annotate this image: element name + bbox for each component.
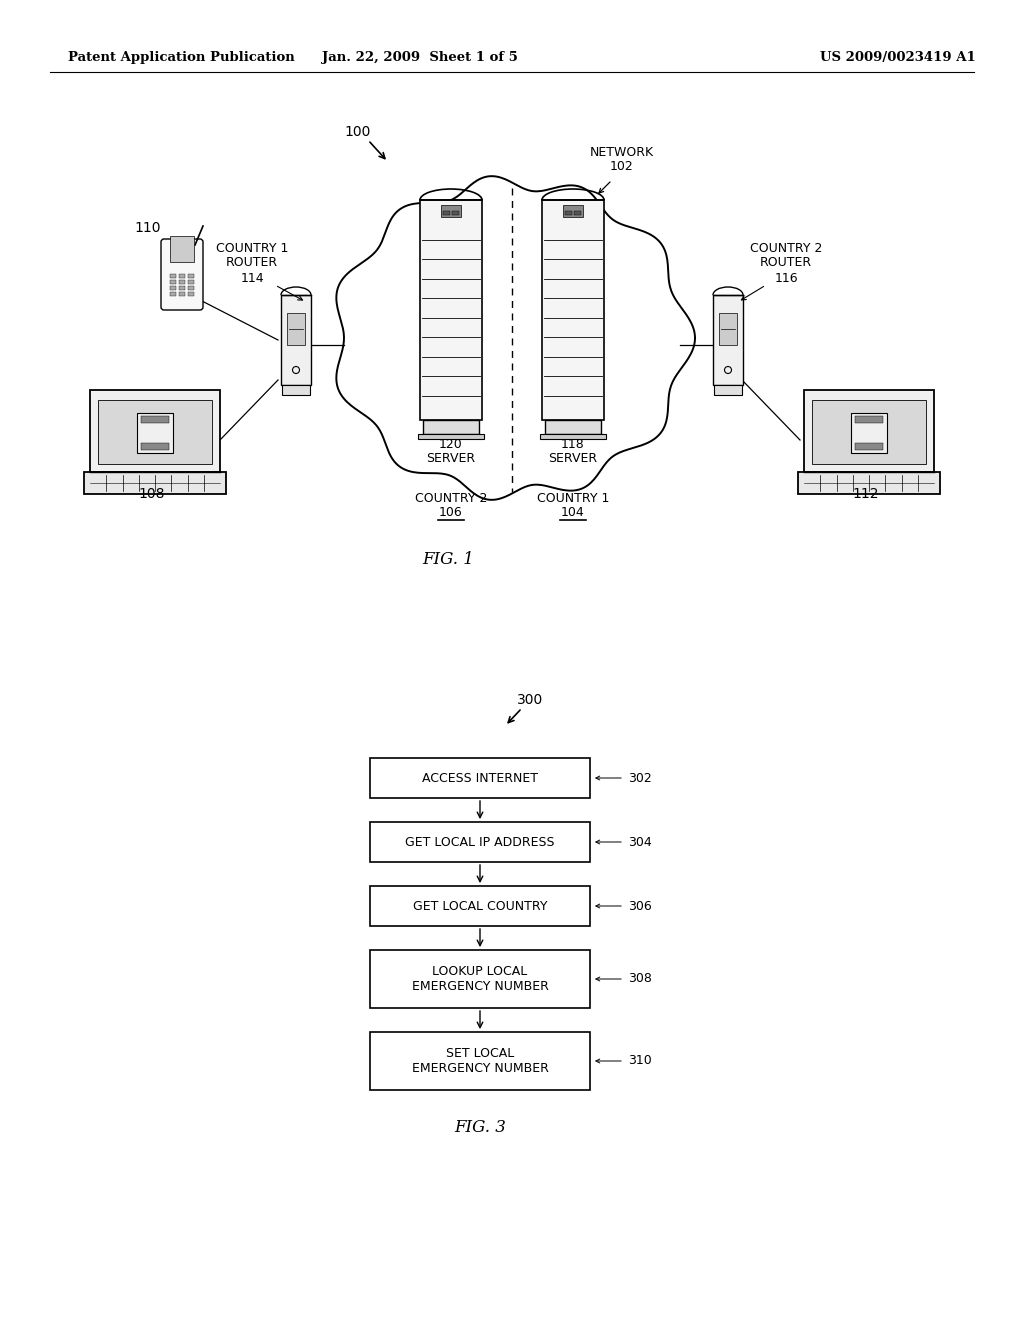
Text: Jan. 22, 2009  Sheet 1 of 5: Jan. 22, 2009 Sheet 1 of 5 [323, 51, 518, 65]
Bar [370, 950, 590, 1008]
Bar [540, 434, 606, 440]
Bar [188, 292, 194, 296]
Bar [370, 822, 590, 862]
Bar [170, 236, 194, 261]
Bar [370, 758, 590, 799]
Bar [188, 280, 194, 284]
Bar [170, 292, 176, 296]
Bar [855, 416, 883, 422]
Bar [188, 275, 194, 279]
FancyBboxPatch shape [161, 239, 203, 310]
Bar [170, 275, 176, 279]
Bar [141, 416, 169, 422]
Text: 304: 304 [628, 836, 651, 849]
Text: 102: 102 [610, 161, 634, 173]
Bar [282, 385, 310, 395]
Text: ACCESS INTERNET: ACCESS INTERNET [422, 771, 538, 784]
Bar [179, 286, 185, 290]
Text: COUNTRY 1: COUNTRY 1 [216, 242, 288, 255]
Bar [84, 473, 226, 494]
Bar [542, 201, 604, 420]
Text: SERVER: SERVER [426, 451, 475, 465]
Bar [98, 400, 212, 465]
Text: 104: 104 [561, 506, 585, 519]
Text: US 2009/0023419 A1: US 2009/0023419 A1 [820, 51, 976, 65]
Bar [170, 280, 176, 284]
Text: 108: 108 [138, 487, 165, 502]
Text: ROUTER: ROUTER [226, 256, 279, 268]
Text: SERVER: SERVER [549, 451, 598, 465]
Bar [851, 413, 887, 453]
Bar [804, 389, 934, 473]
Text: GET LOCAL IP ADDRESS: GET LOCAL IP ADDRESS [406, 836, 555, 849]
Text: Patent Application Publication: Patent Application Publication [68, 51, 295, 65]
Text: 114: 114 [241, 272, 264, 285]
Bar [420, 201, 482, 420]
Bar [545, 420, 601, 434]
Text: ROUTER: ROUTER [760, 256, 812, 268]
Text: 300: 300 [517, 693, 543, 708]
Bar [565, 211, 572, 215]
Bar [188, 286, 194, 290]
Bar [423, 420, 479, 434]
Text: 100: 100 [345, 125, 371, 139]
Text: NETWORK: NETWORK [590, 145, 654, 158]
Bar [563, 205, 583, 216]
Bar [170, 286, 176, 290]
Bar [812, 400, 926, 465]
Text: COUNTRY 2: COUNTRY 2 [750, 242, 822, 255]
Text: 308: 308 [628, 973, 652, 986]
Text: FIG. 3: FIG. 3 [454, 1119, 506, 1137]
Bar [574, 211, 581, 215]
Text: SET LOCAL
EMERGENCY NUMBER: SET LOCAL EMERGENCY NUMBER [412, 1047, 549, 1074]
Bar [370, 1032, 590, 1090]
Text: COUNTRY 2: COUNTRY 2 [415, 491, 487, 504]
Bar [370, 886, 590, 927]
Bar [714, 385, 742, 395]
Text: 106: 106 [439, 506, 463, 519]
Text: 112: 112 [853, 487, 880, 502]
Bar [179, 275, 185, 279]
Bar [443, 211, 450, 215]
Text: 306: 306 [628, 899, 651, 912]
Bar [141, 444, 169, 450]
Text: 120: 120 [439, 437, 463, 450]
Bar [90, 389, 220, 473]
Text: 302: 302 [628, 771, 651, 784]
Text: COUNTRY 1: COUNTRY 1 [537, 491, 609, 504]
Bar [287, 313, 305, 345]
Bar [798, 473, 940, 494]
Text: 310: 310 [628, 1055, 651, 1068]
Text: FIG. 1: FIG. 1 [422, 552, 474, 569]
Bar [281, 294, 311, 385]
Text: 110: 110 [135, 220, 161, 235]
Text: GET LOCAL COUNTRY: GET LOCAL COUNTRY [413, 899, 547, 912]
Text: LOOKUP LOCAL
EMERGENCY NUMBER: LOOKUP LOCAL EMERGENCY NUMBER [412, 965, 549, 993]
Bar [137, 413, 173, 453]
Bar [855, 444, 883, 450]
Bar [441, 205, 461, 216]
Bar [719, 313, 737, 345]
Bar [452, 211, 459, 215]
Bar [713, 294, 743, 385]
Bar [418, 434, 484, 440]
Text: 116: 116 [774, 272, 798, 285]
Bar [179, 292, 185, 296]
Text: 118: 118 [561, 437, 585, 450]
Bar [179, 280, 185, 284]
